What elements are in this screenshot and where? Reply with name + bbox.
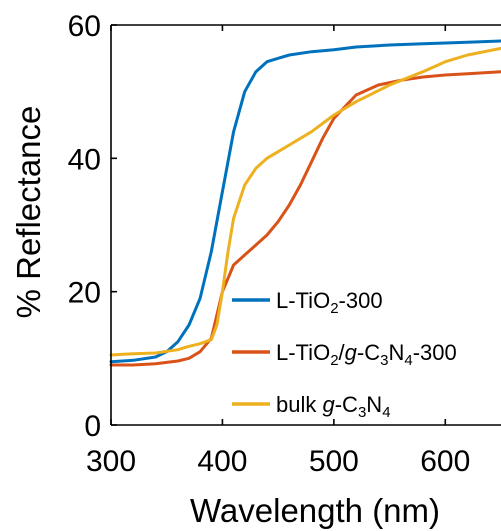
y-tick-label: 20	[68, 277, 101, 310]
legend-label-2: L-TiO2/g-C3N4-300	[276, 340, 457, 369]
x-axis-title: Wavelength (nm)	[190, 492, 440, 529]
legend: L-TiO2-300 L-TiO2/g-C3N4-300 bulk g-C3N4	[232, 288, 457, 421]
legend-label-3: bulk g-C3N4	[276, 392, 391, 421]
x-tick-label: 500	[309, 445, 359, 478]
series-layer	[109, 39, 501, 367]
y-tick-label: 60	[68, 10, 101, 43]
legend-label-1: L-TiO2-300	[276, 288, 383, 317]
y-tick-label: 40	[68, 143, 101, 176]
y-tick-label: 0	[84, 410, 101, 443]
series-line-2	[109, 70, 501, 367]
x-tick-label: 300	[86, 445, 136, 478]
x-tick-label: 400	[197, 445, 247, 478]
ticks: 300 400 500 600 0 20 40 60	[68, 10, 471, 478]
series-line-3	[109, 46, 501, 357]
series-line-1	[109, 39, 501, 364]
axes	[110, 24, 501, 426]
x-tick-label: 600	[420, 445, 470, 478]
y-axis-title: % Reflectance	[10, 106, 47, 319]
